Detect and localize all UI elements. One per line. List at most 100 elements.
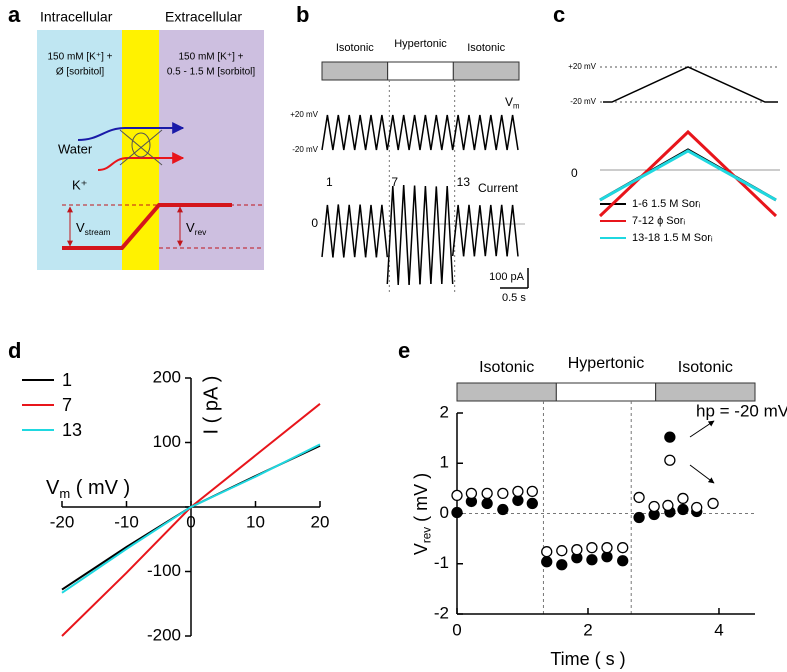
x-axis-label-base: V [46,477,60,499]
data-point [648,500,660,513]
data-point [677,492,689,505]
current-pulse [495,204,508,257]
data-point [497,503,509,516]
y-axis-label: Vrev ( mV ) [411,473,434,555]
data-point [601,542,613,554]
vm-tick-label: +20 mV [568,62,596,71]
current-pulse [430,186,443,284]
data-point [677,503,689,516]
current-ramp [598,129,778,218]
current-tick-label: 0 [311,216,318,230]
current-label: Current [478,181,519,195]
vm-label-base: V [505,95,513,109]
potential-label: Vstream [76,220,110,237]
current-pulse [321,204,334,258]
iv-curve [61,443,321,594]
solution-label: 0.5 - 1.5 M [sorbitol] [167,67,256,78]
channel-region [122,30,159,270]
data-point [586,554,598,566]
legend-label: 13-18 1.5 M Sorᵢ [632,232,713,244]
segment-label: Hypertonic [394,38,447,50]
current-pulse [441,185,454,285]
y-tick-label: -200 [147,625,181,644]
current-pulse [484,204,497,257]
data-point [481,497,493,510]
data-point [571,544,583,556]
x-tick-label: 2 [583,620,592,639]
solution-label: Ø [sorbitol] [56,67,105,78]
panel-label: c [553,2,565,27]
x-axis-label-sub: m [59,486,70,501]
vm-tick-label: -20 mV [570,97,596,106]
y-tick-label: -1 [434,553,449,572]
segment-label: Isotonic [678,359,733,376]
x-tick-label: 20 [311,512,330,531]
current-pulse [473,205,487,257]
legend-label: 1-6 1.5 M Sorᵢ [632,198,701,210]
segment-label: Hypertonic [568,355,644,372]
x-tick-label: 10 [246,512,265,531]
potential-label-sub: rev [195,227,208,237]
current-ramp [599,149,777,202]
intracellular-region [37,30,122,270]
current-pulse [462,204,476,257]
vm-trace [321,114,519,151]
data-point [526,497,538,510]
legend-label: 13 [62,420,82,440]
data-point [707,497,719,510]
data-point [526,485,538,498]
potential-label-sub: stream [85,227,111,237]
annotation-arrow [689,464,715,484]
channel-line [119,129,163,166]
current-pulse [364,204,378,258]
data-point [586,542,598,554]
panel-label: a [8,2,21,27]
data-point [556,559,568,571]
x-tick-label: -20 [50,512,75,531]
water-flux-arrow [77,122,185,141]
data-point [451,489,463,502]
current-pulse [375,204,389,258]
vm-label-sub: m [513,102,520,111]
y-tick-label: 1 [440,453,449,472]
data-point [664,431,676,443]
data-point [691,501,703,514]
segment-bar [452,61,520,81]
current-pulse [332,204,345,258]
data-point [451,506,463,519]
data-point [633,511,645,524]
x-tick-label: -10 [114,512,139,531]
x-tick-label: 0 [186,512,195,531]
x-tick-label: 0 [452,620,461,639]
scale-label: 100 pA [489,271,525,283]
current-tick-label: 0 [571,166,578,180]
y-tick-label: 200 [153,367,181,386]
x-axis-label-unit: ( mV ) [76,477,130,499]
data-point [556,545,568,557]
segment-bar [321,61,389,81]
data-point [633,491,645,504]
sweep-label: 13 [457,175,471,189]
data-point [662,499,674,512]
solution-label: 150 mM [K⁺] + [178,52,243,63]
current-pulse [353,204,367,258]
data-point [497,487,509,500]
y-axis-label-sub: rev [420,527,433,543]
current-pulse [451,204,465,257]
y-tick-label: -2 [434,603,449,622]
scale-label: 0.5 s [502,292,526,304]
current-pulse [386,185,399,285]
current-pulse [408,185,421,285]
x-tick-label: 4 [714,620,723,639]
data-point [617,542,629,554]
solution-label: 150 mM [K⁺] + [47,52,112,63]
segment-label: Isotonic [479,359,534,376]
region-label: Extracellular [165,9,242,25]
vm-tick-label: +20 mV [290,110,318,119]
legend-label: 7 [62,395,72,415]
panel-label: d [8,338,21,363]
panel-label: b [296,2,309,27]
data-point [481,487,493,500]
potential-label-base: V [76,220,85,235]
